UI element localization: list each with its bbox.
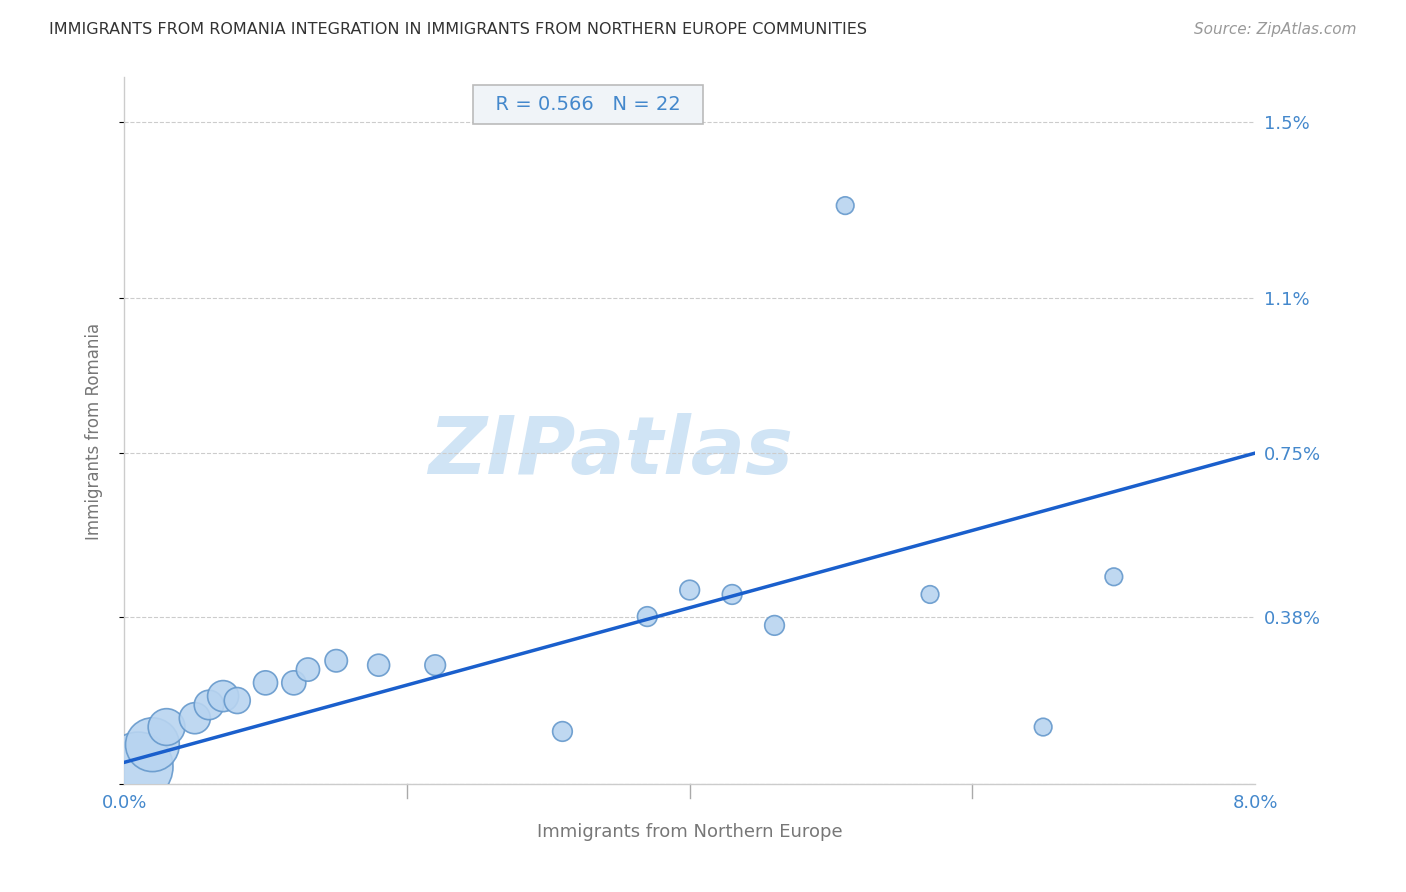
Point	[1102, 570, 1125, 584]
Point	[425, 658, 447, 673]
Text: IMMIGRANTS FROM ROMANIA INTEGRATION IN IMMIGRANTS FROM NORTHERN EUROPE COMMUNITI: IMMIGRANTS FROM ROMANIA INTEGRATION IN I…	[49, 22, 868, 37]
Point	[184, 711, 207, 725]
Point	[721, 587, 744, 601]
Point	[297, 663, 319, 677]
Point	[226, 693, 249, 707]
Point	[141, 738, 163, 752]
Point	[198, 698, 221, 712]
Point	[636, 609, 658, 624]
Text: R = 0.566   N = 22: R = 0.566 N = 22	[482, 95, 693, 114]
Point	[679, 582, 702, 597]
Point	[834, 198, 856, 212]
Point	[918, 587, 941, 601]
X-axis label: Immigrants from Northern Europe: Immigrants from Northern Europe	[537, 823, 842, 841]
Point	[127, 760, 149, 774]
Point	[551, 724, 574, 739]
Point	[763, 618, 786, 632]
Point	[325, 654, 347, 668]
Point	[212, 689, 235, 703]
Point	[155, 720, 177, 734]
Text: Source: ZipAtlas.com: Source: ZipAtlas.com	[1194, 22, 1357, 37]
Point	[367, 658, 389, 673]
Y-axis label: Immigrants from Romania: Immigrants from Romania	[86, 322, 103, 540]
Point	[254, 676, 277, 690]
Point	[1032, 720, 1054, 734]
Text: ZIPatlas: ZIPatlas	[427, 413, 793, 491]
Point	[283, 676, 305, 690]
